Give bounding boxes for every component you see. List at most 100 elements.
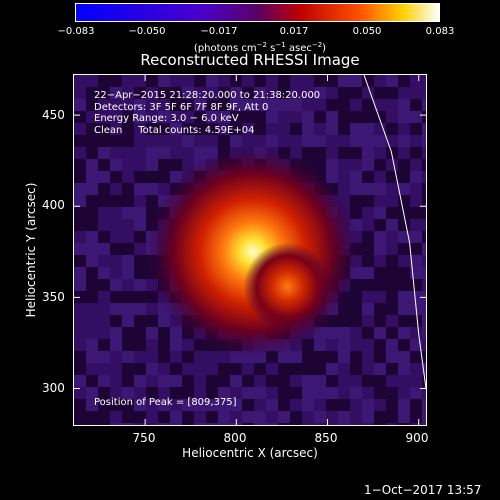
x-tick-label: 900 <box>405 431 429 445</box>
heatmap-cell <box>74 99 86 111</box>
heatmap-cell <box>110 267 122 279</box>
heatmap-cell <box>242 111 254 123</box>
heatmap-cell <box>134 99 146 111</box>
heatmap-cell <box>302 147 314 159</box>
heatmap-cell <box>194 411 206 423</box>
heatmap-cell <box>230 375 242 387</box>
heatmap-cell <box>134 375 146 387</box>
heatmap-cell <box>410 219 422 231</box>
heatmap-cell <box>134 399 146 411</box>
heatmap-cell <box>278 351 290 363</box>
heatmap-cell <box>218 75 230 87</box>
heatmap-cell <box>362 171 374 183</box>
heatmap-cell <box>302 411 314 423</box>
heatmap-cell <box>410 87 422 99</box>
heatmap-cell <box>422 123 426 135</box>
heatmap-cell <box>266 87 278 99</box>
heatmap-cell <box>146 375 158 387</box>
heatmap-cell <box>278 411 290 423</box>
heatmap-cell <box>170 399 182 411</box>
heatmap-cell <box>290 399 302 411</box>
heatmap-cell <box>86 351 98 363</box>
heatmap-cell <box>218 99 230 111</box>
heatmap-cell <box>74 399 86 411</box>
heatmap-cell <box>350 147 362 159</box>
heatmap-cell <box>350 315 362 327</box>
heatmap-cell <box>86 87 98 99</box>
heatmap-cell <box>362 159 374 171</box>
heatmap-cell <box>410 207 422 219</box>
heatmap-cell <box>278 375 290 387</box>
heatmap-cell <box>422 87 426 99</box>
heatmap-cell <box>350 351 362 363</box>
heatmap-cell <box>158 351 170 363</box>
heatmap-cell <box>410 147 422 159</box>
heatmap-cell <box>422 207 426 219</box>
heatmap-cell <box>302 87 314 99</box>
heatmap-cell <box>254 75 266 87</box>
heatmap-cell <box>86 231 98 243</box>
heatmap-cell <box>338 183 350 195</box>
heatmap-cell <box>194 147 206 159</box>
heatmap-cell <box>314 75 326 87</box>
x-axis-label: Heliocentric X (arcsec) <box>182 446 318 460</box>
x-tick-label: 800 <box>223 431 247 445</box>
heatmap-cell <box>338 363 350 375</box>
heatmap-cell <box>146 183 158 195</box>
y-tick-label: 300 <box>42 381 65 395</box>
heatmap-cell <box>206 387 218 399</box>
heatmap-cell <box>170 363 182 375</box>
heatmap-cell <box>74 315 86 327</box>
heatmap-cell <box>386 75 398 87</box>
heatmap-cell <box>74 279 86 291</box>
heatmap-cell <box>398 375 410 387</box>
heatmap-cell <box>74 351 86 363</box>
heatmap-cell <box>194 75 206 87</box>
heatmap-cell <box>122 159 134 171</box>
heatmap-cell <box>122 219 134 231</box>
heatmap-cell <box>398 99 410 111</box>
heatmap-cell <box>110 207 122 219</box>
heatmap-cell <box>194 123 206 135</box>
heatmap-cell <box>158 111 170 123</box>
heatmap-cell <box>146 315 158 327</box>
heatmap-cell <box>74 255 86 267</box>
heatmap-cell <box>146 411 158 423</box>
heatmap-cell <box>98 279 110 291</box>
heatmap-cell <box>302 123 314 135</box>
heatmap-cell <box>278 423 290 425</box>
heatmap-cell <box>182 375 194 387</box>
heatmap-cell <box>422 219 426 231</box>
heatmap-cell <box>422 231 426 243</box>
heatmap-cell <box>314 147 326 159</box>
heatmap-cell <box>98 75 110 87</box>
heatmap-cell <box>86 279 98 291</box>
heatmap-cell <box>386 327 398 339</box>
heatmap-cell <box>158 411 170 423</box>
heatmap-cell <box>170 423 182 425</box>
heatmap-cell <box>398 399 410 411</box>
heatmap-cell <box>134 423 146 425</box>
heatmap-cell <box>230 399 242 411</box>
heatmap-cell <box>386 111 398 123</box>
heatmap-cell <box>374 183 386 195</box>
heatmap-cell <box>422 363 426 375</box>
heatmap-cell <box>410 351 422 363</box>
heatmap-cell <box>86 291 98 303</box>
heatmap-cell <box>194 87 206 99</box>
heatmap-cell <box>134 219 146 231</box>
heatmap-cell <box>74 267 86 279</box>
heatmap-cell <box>374 315 386 327</box>
heatmap-cell <box>206 75 218 87</box>
heatmap-cell <box>134 87 146 99</box>
heatmap-cell <box>98 267 110 279</box>
heatmap-cell <box>98 327 110 339</box>
heatmap-cell <box>110 411 122 423</box>
heatmap-cell <box>410 135 422 147</box>
heatmap-cell <box>134 315 146 327</box>
colorbar-unit-label: (photons cm−2 s−1 asec−2) <box>193 41 327 54</box>
heatmap-cell <box>230 135 242 147</box>
heatmap-cell <box>98 375 110 387</box>
heatmap-cell <box>158 147 170 159</box>
heatmap-cell <box>218 399 230 411</box>
